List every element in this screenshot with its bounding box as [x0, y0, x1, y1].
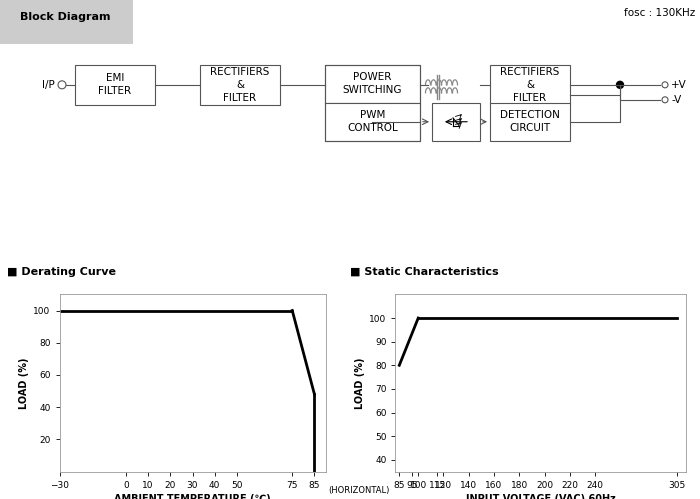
Y-axis label: LOAD (%): LOAD (%)	[19, 357, 29, 409]
Text: PWM
CONTROL: PWM CONTROL	[347, 110, 398, 133]
Text: Block Diagram: Block Diagram	[20, 12, 111, 22]
Text: EMI
FILTER: EMI FILTER	[99, 73, 132, 96]
Bar	[325, 65, 420, 141]
Text: I/P: I/P	[41, 80, 55, 90]
Bar	[490, 65, 570, 105]
X-axis label: INPUT VOLTAGE (VAC) 60Hz: INPUT VOLTAGE (VAC) 60Hz	[466, 494, 615, 499]
Bar	[5, 12, 15, 22]
Bar	[490, 103, 570, 141]
Text: POWER
SWITCHING: POWER SWITCHING	[343, 72, 402, 95]
X-axis label: AMBIENT TEMPERATURE (℃): AMBIENT TEMPERATURE (℃)	[114, 494, 271, 499]
Bar	[75, 65, 155, 105]
Text: RECTIFIERS
&
FILTER: RECTIFIERS & FILTER	[210, 67, 270, 103]
Text: -V: -V	[671, 95, 681, 105]
Bar	[325, 103, 420, 141]
Circle shape	[617, 81, 624, 88]
Bar	[432, 103, 480, 141]
Text: ■ Static Characteristics: ■ Static Characteristics	[350, 267, 498, 277]
Text: RECTIFIERS
&
FILTER: RECTIFIERS & FILTER	[500, 67, 560, 103]
Y-axis label: LOAD (%): LOAD (%)	[355, 357, 365, 409]
Bar	[200, 65, 280, 105]
Text: fosc : 130KHz: fosc : 130KHz	[624, 8, 695, 18]
Bar	[325, 65, 420, 103]
Text: ■ Derating Curve: ■ Derating Curve	[7, 267, 116, 277]
Text: DETECTION
CIRCUIT: DETECTION CIRCUIT	[500, 110, 560, 133]
Text: (HORIZONTAL): (HORIZONTAL)	[328, 486, 389, 495]
Text: +V: +V	[671, 80, 687, 90]
